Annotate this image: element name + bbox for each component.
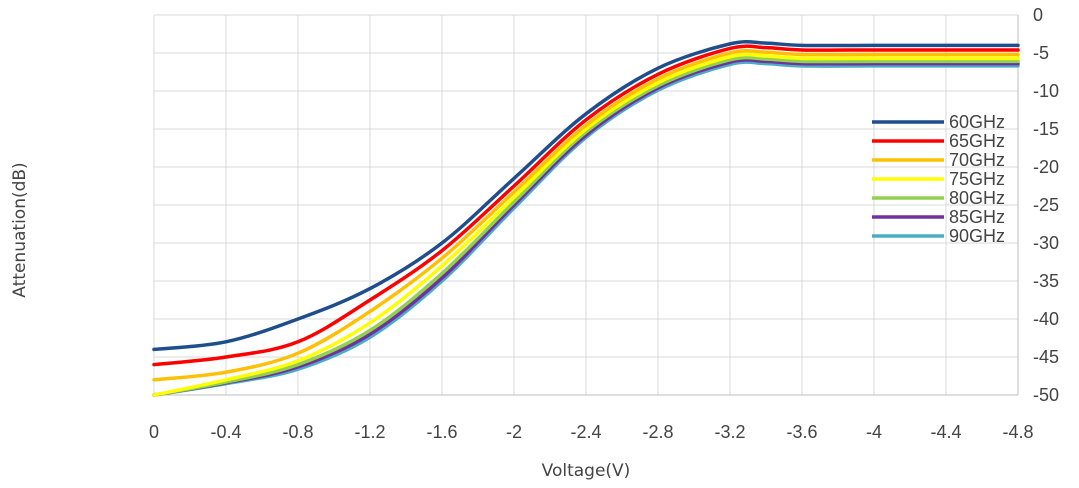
y-tick-label: -35 bbox=[1033, 271, 1059, 291]
axes bbox=[154, 15, 1019, 396]
x-tick-label: -0.4 bbox=[210, 422, 241, 442]
series-line-75ghz bbox=[152, 52, 1020, 397]
x-tick-label: -3.6 bbox=[786, 422, 817, 442]
x-tick-label: -1.2 bbox=[354, 422, 385, 442]
y-tick-label: -50 bbox=[1033, 385, 1059, 405]
grid bbox=[153, 14, 1019, 396]
legend-label-65ghz: 65GHz bbox=[949, 131, 1005, 151]
legend-label-75ghz: 75GHz bbox=[949, 169, 1005, 189]
x-tick-label: 0 bbox=[149, 422, 159, 442]
x-tick-label: -4.4 bbox=[930, 422, 961, 442]
legend-label-90ghz: 90GHz bbox=[949, 226, 1005, 246]
y-tick-label: -15 bbox=[1033, 119, 1059, 139]
series-line-70ghz bbox=[152, 48, 1020, 382]
x-tick-label: -2.8 bbox=[642, 422, 673, 442]
y-tick-label: -10 bbox=[1033, 81, 1059, 101]
series-line-90ghz bbox=[152, 60, 1020, 397]
legend-label-60ghz: 60GHz bbox=[949, 112, 1005, 132]
x-tick-label: -2 bbox=[506, 422, 522, 442]
y-tick-label: 0 bbox=[1033, 5, 1043, 25]
series-lines bbox=[152, 39, 1020, 397]
x-tick-label: -4.8 bbox=[1002, 422, 1033, 442]
y-tick-label: -40 bbox=[1033, 309, 1059, 329]
legend-label-85ghz: 85GHz bbox=[949, 207, 1005, 227]
x-tick-labels: 0 -0.4 -0.8 -1.2 -1.6 -2 -2.4 -2.8 -3.2 -3.6 -4 -4.… bbox=[149, 422, 1034, 442]
legend-label-80ghz: 80GHz bbox=[949, 188, 1005, 208]
y-tick-labels: 0 -5 -10 -15 -20 -25 -30 -35 -40 -45 -50 bbox=[1033, 5, 1059, 405]
y-tick-label: -5 bbox=[1033, 43, 1049, 63]
y-tick-label: -45 bbox=[1033, 347, 1059, 367]
series-line-65ghz bbox=[152, 44, 1020, 367]
series-line-80ghz bbox=[152, 55, 1020, 397]
x-tick-label: -3.2 bbox=[714, 422, 745, 442]
x-axis-title: Voltage(V) bbox=[542, 461, 631, 481]
y-tick-label: -30 bbox=[1033, 233, 1059, 253]
y-axis-title: Attenuation(dB) bbox=[10, 162, 30, 297]
x-tick-label: -4 bbox=[866, 422, 882, 442]
series-line-85ghz bbox=[152, 58, 1020, 397]
x-tick-label: -0.8 bbox=[282, 422, 313, 442]
y-tick-label: -20 bbox=[1033, 157, 1059, 177]
x-tick-label: -2.4 bbox=[570, 422, 601, 442]
x-tick-label: -1.6 bbox=[426, 422, 457, 442]
legend-label-70ghz: 70GHz bbox=[949, 150, 1005, 170]
y-tick-label: -25 bbox=[1033, 195, 1059, 215]
series-line-60ghz bbox=[152, 39, 1020, 352]
